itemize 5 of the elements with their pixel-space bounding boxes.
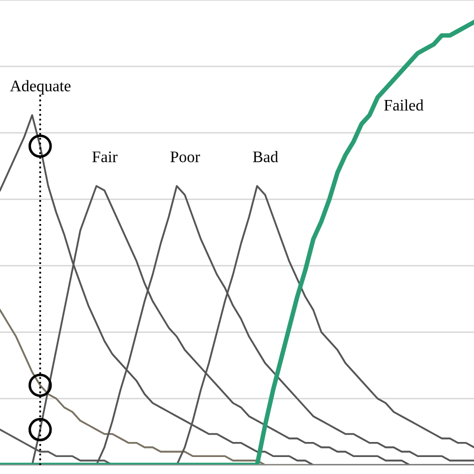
series-label: Poor bbox=[170, 152, 200, 162]
series-label: Bad bbox=[253, 150, 278, 162]
series-label: Adequate bbox=[10, 80, 71, 95]
series-label: Failed bbox=[384, 99, 424, 111]
series-label: Fair bbox=[92, 151, 118, 162]
